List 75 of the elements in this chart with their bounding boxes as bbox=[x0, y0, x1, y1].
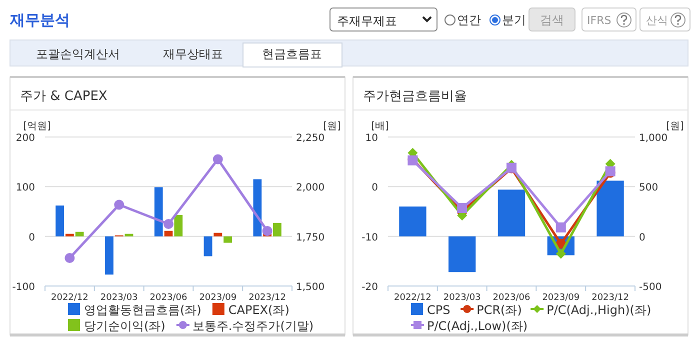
y2-tick-label: 500 bbox=[639, 182, 658, 194]
text: 재무분석 bbox=[9, 11, 70, 29]
legend-label: PCR(좌) bbox=[476, 303, 522, 317]
text: IFRS bbox=[587, 14, 612, 27]
y-tick-label: 10 bbox=[365, 133, 378, 144]
point bbox=[556, 248, 566, 259]
x-tick-label: 2022/12 bbox=[51, 293, 88, 303]
y2-axis-title: [원] bbox=[323, 121, 341, 132]
bar bbox=[272, 222, 282, 236]
y-tick-label: -20 bbox=[362, 282, 378, 293]
point bbox=[64, 252, 75, 263]
y2-axis-title: [원] bbox=[666, 121, 684, 132]
bar bbox=[174, 214, 183, 236]
bar bbox=[66, 234, 74, 236]
point bbox=[114, 200, 124, 210]
x-tick-label: 2022/12 bbox=[394, 293, 432, 303]
legend-label: P/C(Adj.,High)(좌) bbox=[546, 303, 652, 317]
bar bbox=[164, 230, 173, 236]
legend-label: 당기순이익(좌) bbox=[84, 319, 166, 333]
bar bbox=[124, 234, 134, 236]
x-tick-label: 2023/12 bbox=[248, 293, 286, 303]
y2-tick-label: 2,000 bbox=[296, 182, 325, 194]
bar bbox=[75, 232, 84, 236]
y-tick-label: 200 bbox=[16, 133, 35, 144]
y-tick-label: 0 bbox=[372, 182, 378, 194]
bar bbox=[204, 236, 212, 256]
bar bbox=[448, 236, 476, 272]
x-tick-label: 2023/09 bbox=[199, 293, 237, 303]
bar bbox=[154, 187, 163, 236]
bar bbox=[105, 236, 114, 275]
y-tick-label: -100 bbox=[12, 282, 35, 293]
bar bbox=[253, 179, 262, 236]
chart-title: 주가 & CAPEX bbox=[20, 89, 108, 104]
bar bbox=[214, 232, 222, 236]
point bbox=[164, 219, 174, 230]
legend-label: 보통주.수정주가(기말) bbox=[192, 319, 314, 333]
chart-title: 주가현금흐름비율 bbox=[363, 89, 467, 104]
y2-tick-label: 1,500 bbox=[296, 282, 325, 293]
x-tick-label: 2023/06 bbox=[150, 293, 188, 303]
x-tick-label: 2023/09 bbox=[542, 293, 580, 303]
point bbox=[457, 203, 468, 214]
x-tick-label: 2023/03 bbox=[100, 293, 138, 303]
y-tick-label: 100 bbox=[16, 182, 35, 194]
text: 연간 bbox=[457, 13, 481, 27]
text: 재무상태표 bbox=[163, 47, 223, 61]
legend-label: P/C(Adj.,Low)(좌) bbox=[427, 319, 528, 333]
x-tick-label: 2023/06 bbox=[492, 293, 530, 303]
text: 산식 bbox=[646, 14, 668, 27]
x-tick-label: 2023/12 bbox=[592, 293, 629, 303]
y2-tick-label: -500 bbox=[639, 282, 662, 293]
legend-label: CAPEX(좌) bbox=[228, 303, 290, 317]
y-tick-label: 0 bbox=[28, 232, 35, 244]
y-axis-title: [억원] bbox=[23, 121, 51, 132]
text: 주재무제표 bbox=[337, 14, 397, 28]
y-axis-title: [배] bbox=[371, 121, 389, 132]
bar bbox=[498, 190, 526, 236]
text: 포괄손익계산서 bbox=[36, 47, 120, 61]
point bbox=[262, 226, 272, 236]
legend-label: 영업활동현금흐름(좌) bbox=[84, 303, 202, 317]
point bbox=[556, 222, 566, 232]
y2-tick-label: 0 bbox=[639, 232, 646, 244]
x-tick-label: 2023/03 bbox=[443, 293, 481, 303]
y2-tick-label: 1,750 bbox=[296, 232, 325, 244]
y2-tick-label: 2,250 bbox=[296, 133, 325, 144]
text: 현금흐름표 bbox=[262, 47, 322, 61]
text: 분기 bbox=[502, 13, 526, 27]
legend-label: CPS bbox=[427, 303, 450, 317]
point bbox=[212, 154, 223, 164]
y2-tick-label: 1,000 bbox=[639, 133, 668, 144]
bar bbox=[596, 180, 624, 236]
bar bbox=[56, 206, 64, 236]
text: 검색 bbox=[540, 13, 564, 27]
bar bbox=[399, 206, 426, 236]
bar bbox=[224, 236, 232, 243]
y-tick-label: -10 bbox=[362, 232, 378, 244]
